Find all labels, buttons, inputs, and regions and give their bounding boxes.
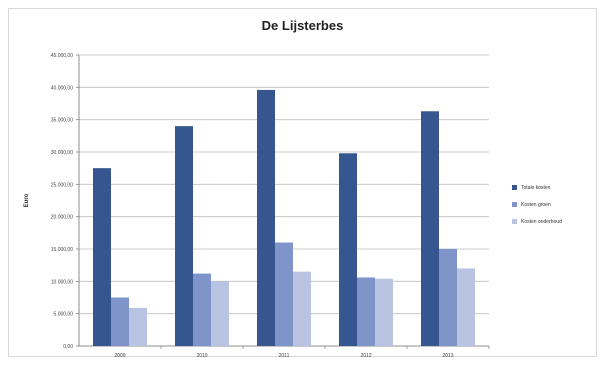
legend-item-series-1: Totale kosten bbox=[512, 179, 562, 196]
y-axis-label: Euro bbox=[24, 193, 30, 207]
bar-2012-series-3 bbox=[375, 278, 393, 346]
x-tick-label: 2013 bbox=[442, 353, 453, 359]
bar-2010-series-1 bbox=[175, 126, 193, 346]
y-tick-label: 25.000,00 bbox=[51, 182, 73, 188]
x-tick-label: 2012 bbox=[360, 353, 371, 359]
y-tick-label: 5.000,00 bbox=[54, 312, 74, 318]
legend-label-series-2: Kosten groen bbox=[521, 201, 551, 208]
bar-2011-series-2 bbox=[275, 242, 293, 346]
legend-label-series-3: Kosten onderhoud bbox=[521, 218, 562, 225]
bar-2010-series-2 bbox=[193, 273, 211, 346]
bar-2013-series-2 bbox=[439, 249, 457, 346]
y-tick-label: 45.000,00 bbox=[51, 53, 73, 59]
bar-2009-series-2 bbox=[111, 297, 129, 346]
y-tick-label: 30.000,00 bbox=[51, 150, 73, 156]
y-tick-label: 40.000,00 bbox=[51, 85, 73, 91]
legend-label-series-1: Totale kosten bbox=[521, 184, 551, 191]
x-tick-label: 2010 bbox=[196, 353, 207, 359]
bar-2012-series-1 bbox=[339, 153, 357, 346]
legend-swatch-series-1 bbox=[512, 185, 517, 190]
y-tick-label: 20.000,00 bbox=[51, 215, 73, 221]
bar-2012-series-2 bbox=[357, 277, 375, 346]
legend-swatch-series-2 bbox=[512, 202, 517, 207]
y-tick-label: 15.000,00 bbox=[51, 247, 73, 253]
y-tick-label: 0,00 bbox=[63, 344, 73, 350]
chart-legend: Totale kosten Kosten groen Kosten onderh… bbox=[512, 179, 562, 230]
y-tick-label: 10.000,00 bbox=[51, 279, 73, 285]
bar-2011-series-3 bbox=[293, 271, 311, 346]
bar-2009-series-3 bbox=[129, 307, 147, 346]
bar-2013-series-3 bbox=[457, 268, 475, 346]
bar-2010-series-3 bbox=[211, 281, 229, 346]
legend-item-series-2: Kosten groen bbox=[512, 196, 562, 213]
bar-2009-series-1 bbox=[93, 168, 111, 346]
legend-swatch-series-3 bbox=[512, 219, 517, 224]
legend-item-series-3: Kosten onderhoud bbox=[512, 213, 562, 230]
y-tick-label: 35.000,00 bbox=[51, 118, 73, 124]
chart-title: De Lijsterbes bbox=[261, 18, 344, 33]
bar-2011-series-1 bbox=[257, 89, 275, 347]
x-tick-label: 2011 bbox=[279, 353, 290, 359]
x-tick-label: 2009 bbox=[114, 353, 125, 359]
bar-2013-series-1 bbox=[421, 111, 439, 346]
